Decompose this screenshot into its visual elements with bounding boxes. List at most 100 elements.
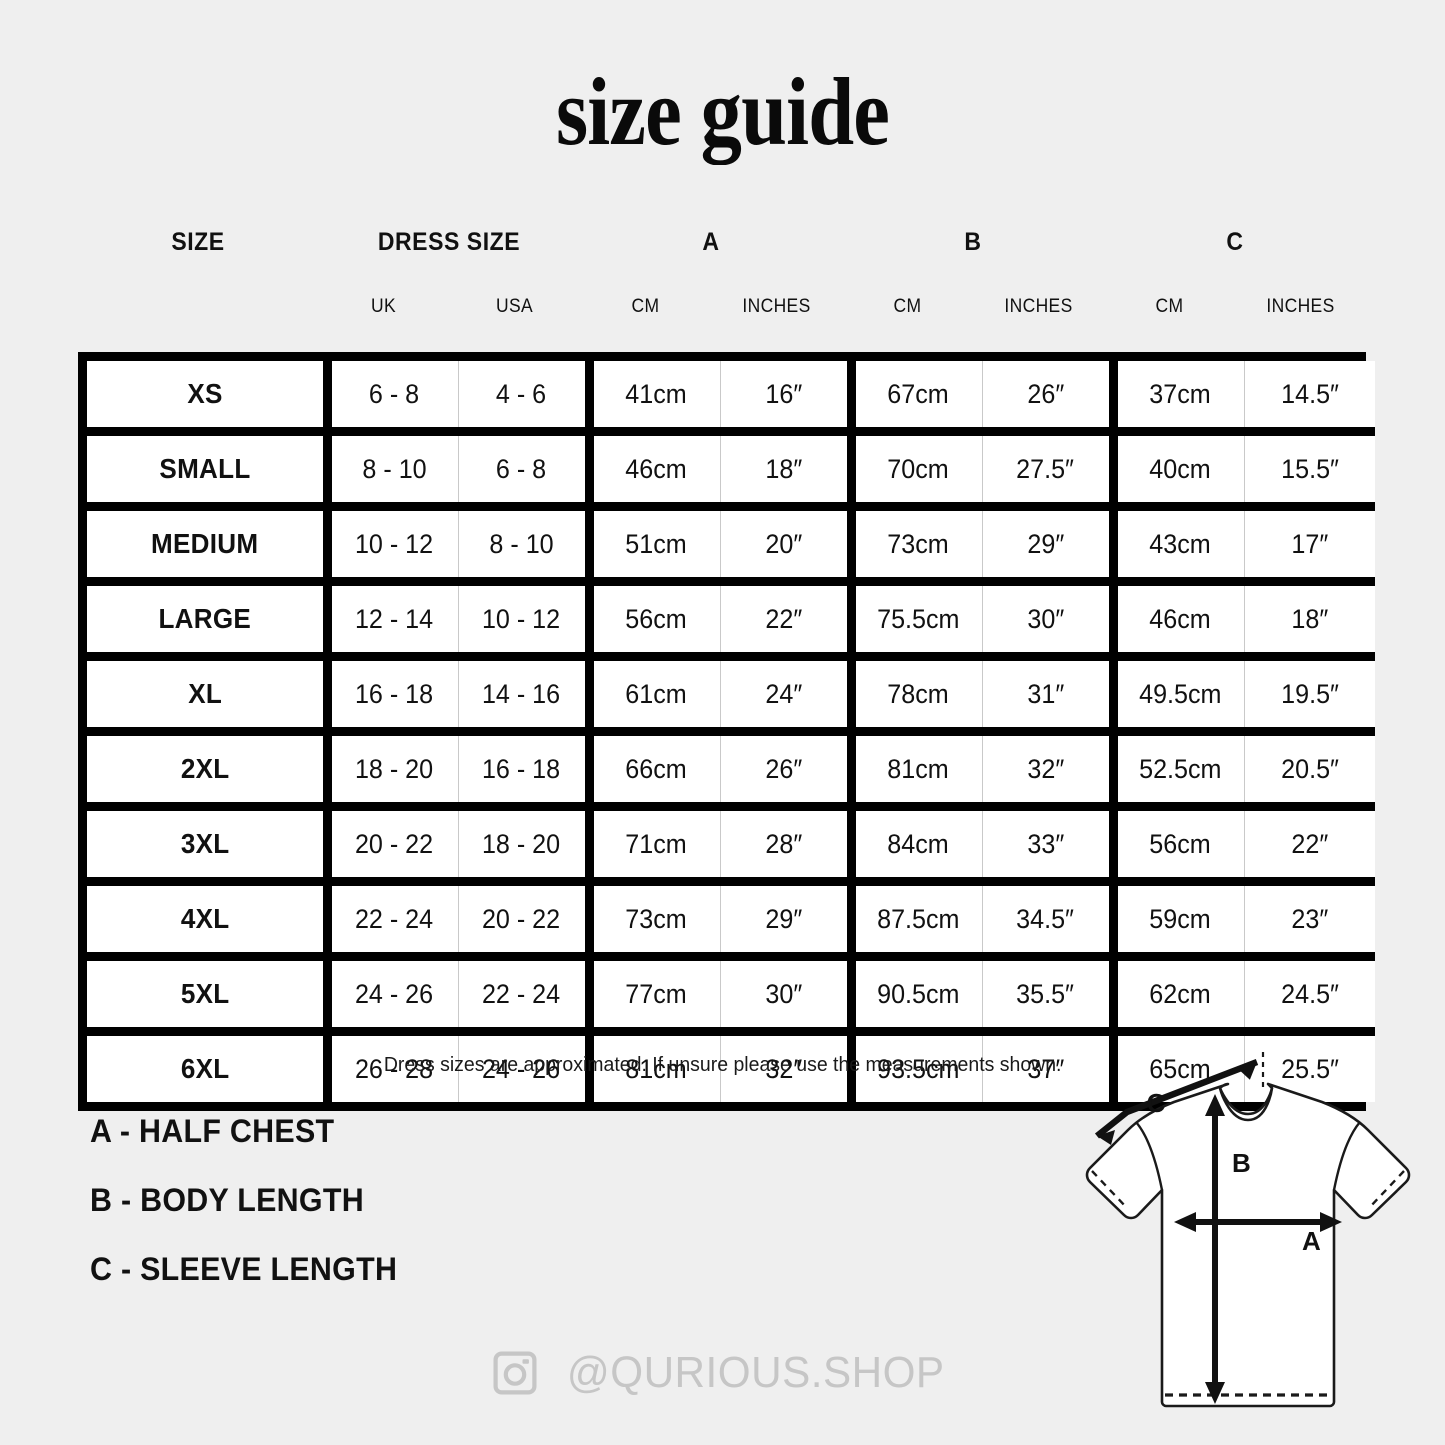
cell-b-cm: 73cm [846,506,983,586]
cell-b-inches: 31″ [982,656,1114,736]
cell-usa-text: 14 - 16 [482,678,561,709]
cell-a-inches-text: 18″ [765,453,802,484]
cell-a-inches-text: 22″ [765,603,802,634]
cell-uk-text: 16 - 18 [355,678,434,709]
cell-usa-text: 6 - 8 [496,453,547,484]
cell-usa: 20 - 22 [458,881,590,961]
table-row: 2XL 18 - 20 16 - 18 66cm 26″ 81cm 32″ 52.5cm 20.… [87,731,1375,811]
cell-a-inches: 29″ [720,881,852,961]
cell-usa: 16 - 18 [458,731,590,811]
cell-c-cm: 62cm [1108,956,1245,1036]
cell-size: 5XL [87,956,327,1036]
cell-c-cm: 40cm [1108,431,1245,511]
legend-label-c: C - SLEEVE LENGTH [90,1251,398,1287]
watermark-handle: @QURIOUS.SHOP [566,1348,945,1397]
subheader-uk: UK [370,296,397,317]
legend-item-a: A - HALF CHEST [90,1113,650,1150]
cell-b-cm-text: 78cm [887,678,950,709]
cell-b-inches-text: 33″ [1027,828,1064,859]
cell-size: MEDIUM [87,506,327,586]
cell-b-inches: 32″ [982,731,1114,811]
cell-b-inches: 35.5″ [982,956,1114,1036]
instagram-icon [493,1351,537,1395]
table-row: 3XL 20 - 22 18 - 20 71cm 28″ 84cm 33″ 56cm 22″ [87,806,1375,886]
cell-uk: 6 - 8 [322,361,459,436]
tshirt-measurement-diagram: C B A [1052,1040,1444,1442]
cell-uk-text: 8 - 10 [362,453,427,484]
cell-c-cm: 46cm [1108,581,1245,661]
cell-b-cm: 84cm [846,806,983,886]
cell-uk: 24 - 26 [322,956,459,1036]
cell-a-cm-text: 56cm [625,603,688,634]
cell-a-inches-text: 20″ [765,528,802,559]
cell-b-cm-text: 67cm [887,378,950,409]
cell-size: XS [87,361,327,436]
cell-b-inches-text: 30″ [1027,603,1064,634]
cell-c-inches-text: 23″ [1291,903,1329,934]
cell-c-cm: 56cm [1108,806,1245,886]
cell-uk-text: 22 - 24 [355,903,434,934]
measure-arrow-a [1174,1212,1342,1232]
cell-a-cm: 56cm [584,581,721,661]
label-a: A [1302,1226,1321,1256]
cell-usa-text: 20 - 22 [482,903,561,934]
cell-usa-text: 16 - 18 [482,753,561,784]
cell-c-inches-text: 17″ [1291,528,1329,559]
cell-c-inches-text: 19.5″ [1280,678,1339,709]
cell-uk-text: 12 - 14 [355,603,434,634]
cell-c-inches: 15.5″ [1244,431,1375,511]
cell-b-cm-text: 73cm [887,528,950,559]
cell-c-inches: 17″ [1244,506,1375,586]
cell-c-inches-text: 25.5″ [1280,1053,1339,1084]
cell-usa: 8 - 10 [458,506,590,586]
cell-c-cm: 59cm [1108,881,1245,961]
size-table-body: XS 6 - 8 4 - 6 41cm 16″ 67cm 26″ 37cm 14.5″ SMALL… [87,361,1375,1102]
cell-a-inches-text: 32″ [765,1053,802,1084]
cell-a-cm-text: 51cm [625,528,688,559]
cell-c-inches-text: 20.5″ [1280,753,1339,784]
cell-b-cm-text: 84cm [887,828,950,859]
cell-b-cm: 81cm [846,731,983,811]
cell-usa-text: 24 - 26 [482,1053,561,1084]
subheader-blank [88,296,309,318]
table-row: 4XL 22 - 24 20 - 22 73cm 29″ 87.5cm 34.5″ 59cm 2… [87,881,1375,961]
header-size: SIZE [171,228,225,256]
cell-c-inches-text: 22″ [1291,828,1329,859]
size-chart-table: XS 6 - 8 4 - 6 41cm 16″ 67cm 26″ 37cm 14.5″ SMALL… [78,352,1375,1111]
cell-size-text: XL [187,678,222,709]
cell-c-cm-text: 43cm [1149,528,1212,559]
header-dress-size: DRESS SIZE [377,228,521,256]
cell-a-inches-text: 24″ [765,678,802,709]
cell-b-inches: 27.5″ [982,431,1114,511]
table-main-header-row: SIZE DRESS SIZE A B C [78,228,1366,257]
cell-c-inches-text: 24.5″ [1280,978,1339,1009]
cell-usa-text: 18 - 20 [482,828,561,859]
cell-uk-text: 20 - 22 [355,828,434,859]
cell-b-cm: 78cm [846,656,983,736]
label-b: B [1232,1148,1251,1178]
cell-b-cm: 75.5cm [846,581,983,661]
subheader-b-cm: CM [893,296,922,317]
measure-arrow-c [1094,1058,1259,1145]
cell-size: 2XL [87,731,327,811]
cell-b-cm: 93.5cm [846,1031,983,1102]
cell-a-cm-text: 46cm [625,453,688,484]
cell-b-inches-text: 26″ [1027,378,1064,409]
cell-usa-text: 4 - 6 [496,378,547,409]
cell-a-cm-text: 81cm [625,1053,688,1084]
subheader-c-cm: CM [1155,296,1184,317]
header-b: B [964,228,982,256]
subheader-c-inches: INCHES [1266,296,1335,317]
cell-a-inches-text: 28″ [765,828,802,859]
cell-uk-text: 10 - 12 [355,528,434,559]
cell-b-inches: 37″ [982,1031,1114,1102]
cell-size-text: SMALL [159,453,251,484]
cell-c-cm: 43cm [1108,506,1245,586]
cell-size-text: MEDIUM [151,528,259,559]
cell-uk: 16 - 18 [322,656,459,736]
cell-uk-text: 24 - 26 [355,978,434,1009]
cell-a-cm: 46cm [584,431,721,511]
cell-uk: 22 - 24 [322,881,459,961]
table-row: SMALL 8 - 10 6 - 8 46cm 18″ 70cm 27.5″ 40cm 15.5… [87,431,1375,511]
cell-a-cm-text: 66cm [625,753,688,784]
